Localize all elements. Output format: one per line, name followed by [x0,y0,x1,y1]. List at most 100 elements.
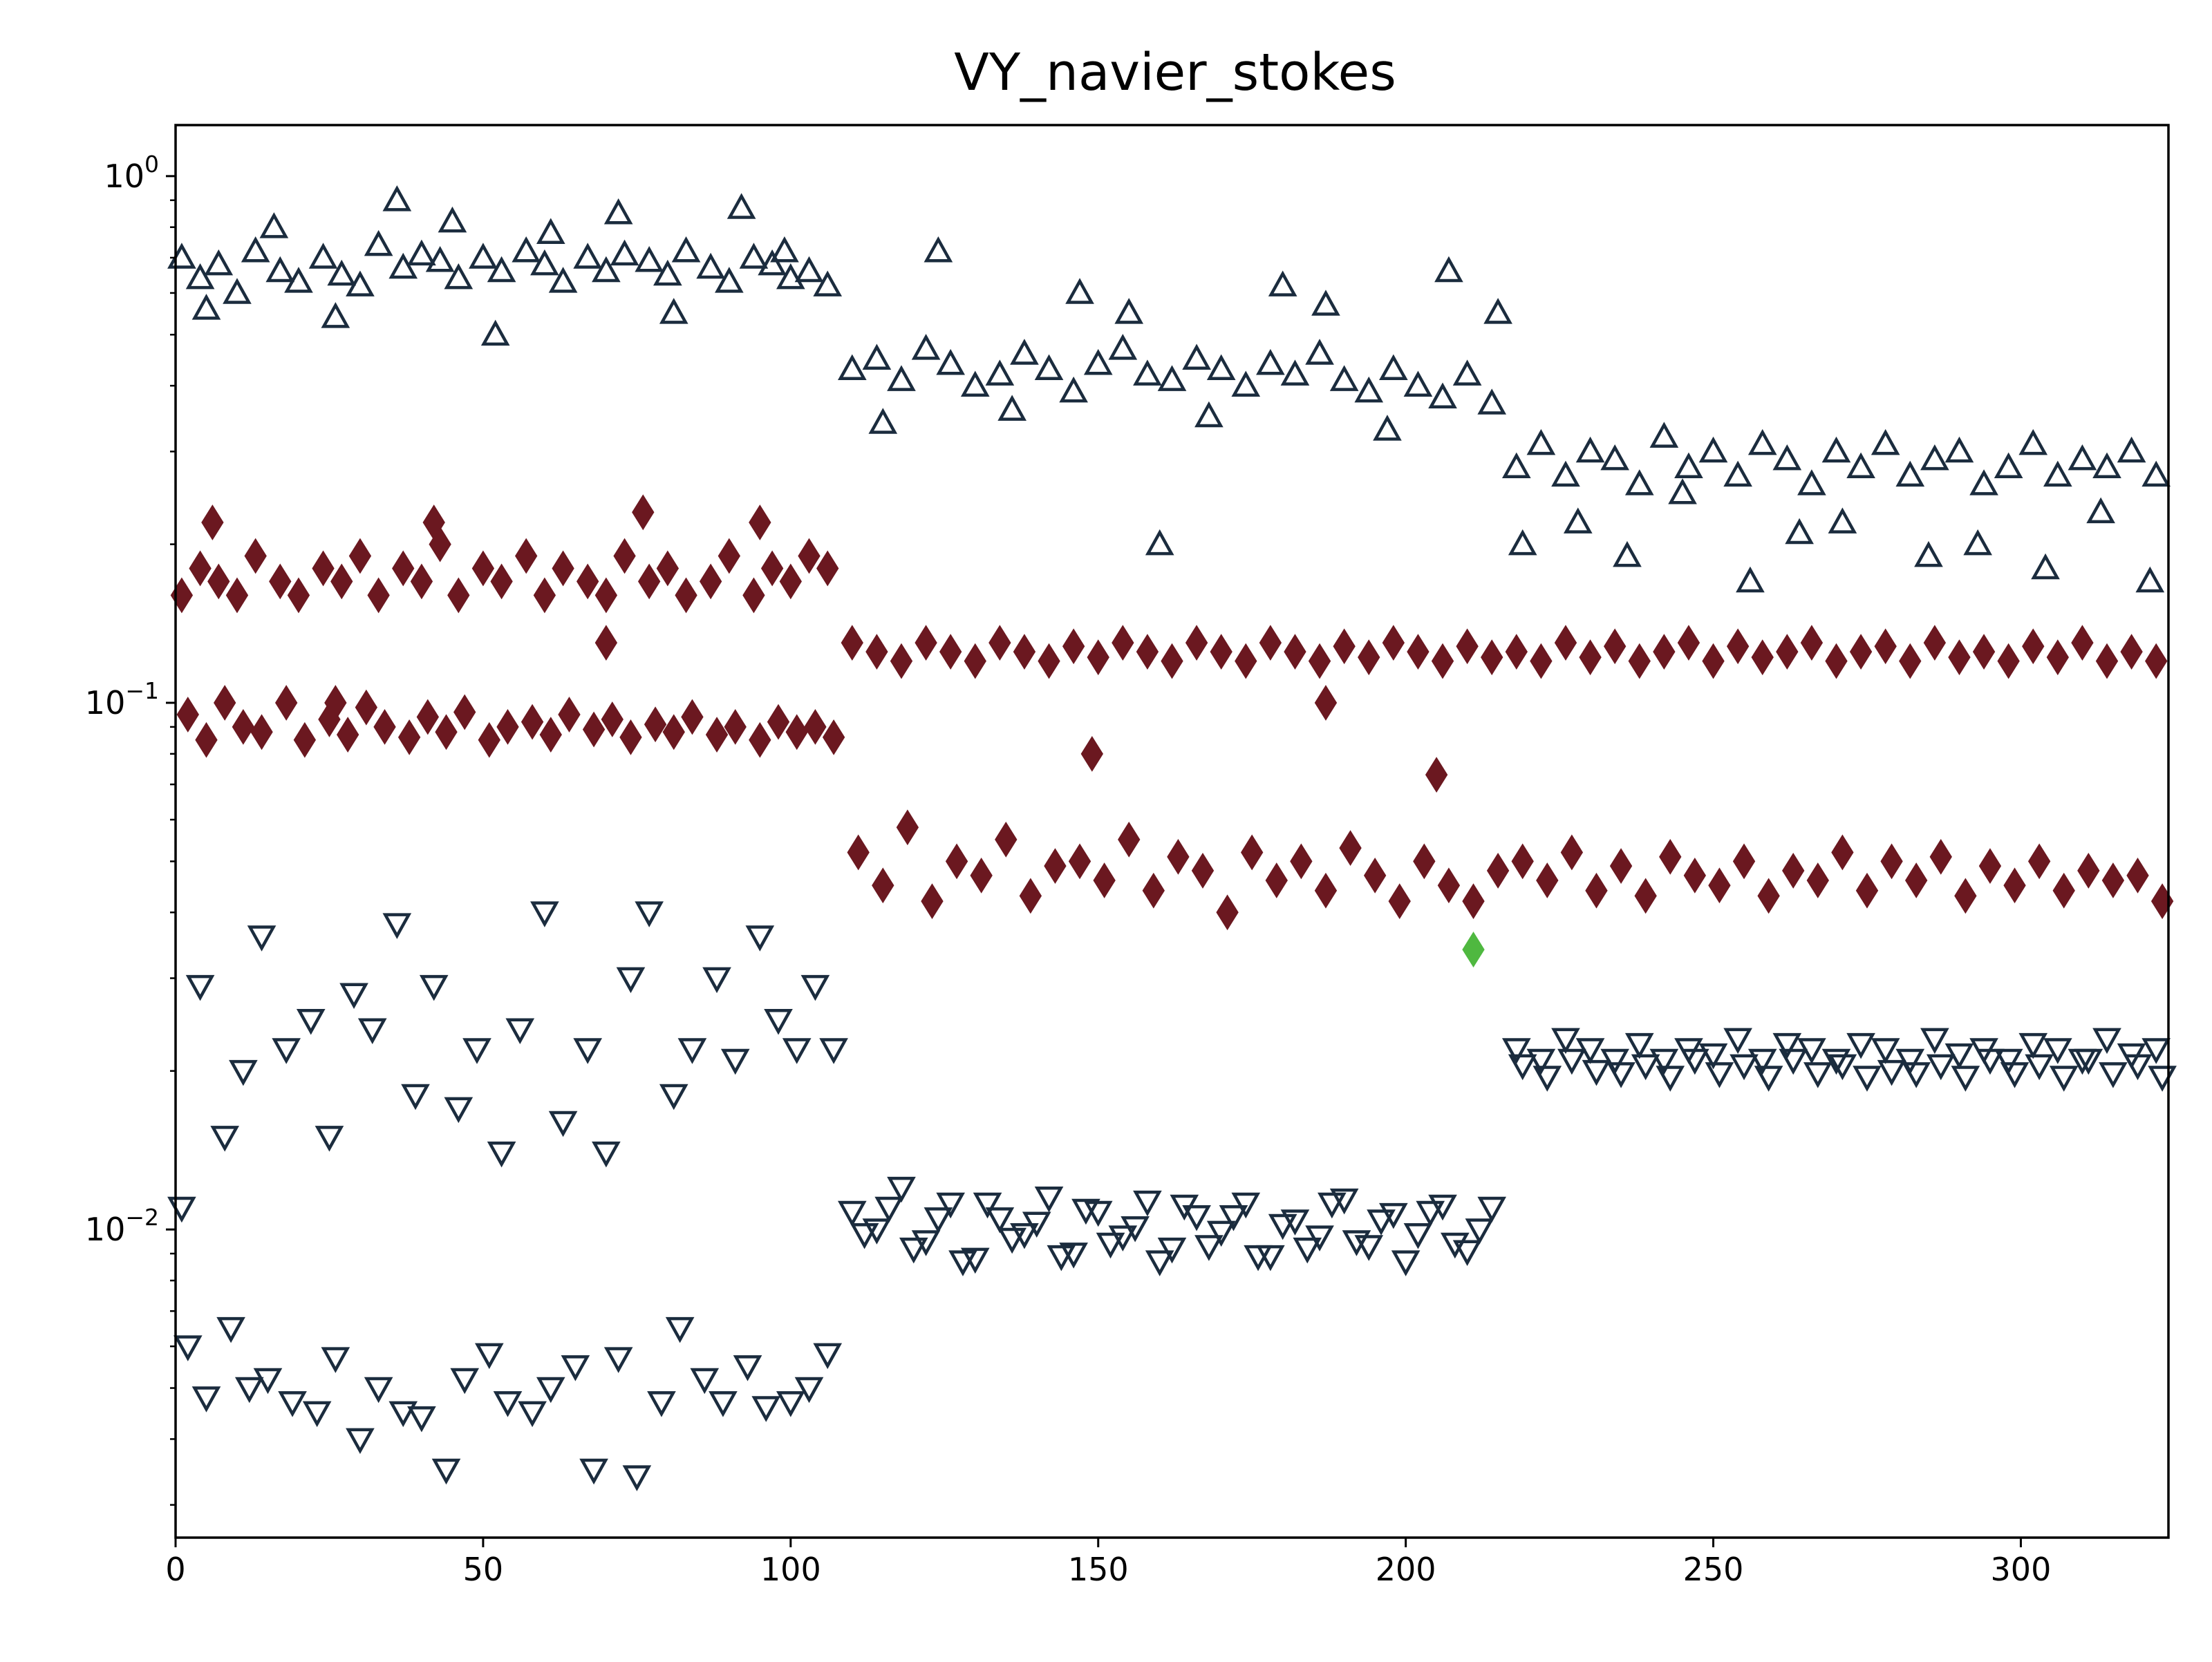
triangle-down-marker [1747,1048,1777,1075]
triangle-up-marker [2043,460,2072,487]
triangle-up-marker [936,348,965,375]
triangle-down-marker [173,1335,203,1361]
diamond-marker [896,809,919,846]
diamond-marker [822,719,845,755]
triangle-up-marker [1329,365,1359,391]
triangle-down-marker [1606,1062,1635,1088]
triangle-down-marker [357,1018,387,1044]
triangle-up-marker [1563,507,1593,533]
diamond-marker [1358,639,1380,676]
diamond-marker [1339,830,1362,867]
diamond-marker [1407,634,1430,670]
triangle-up-marker [813,270,843,296]
diamond-marker [207,563,230,600]
triangle-down-marker [1624,1032,1654,1059]
diamond-marker [619,719,642,755]
diamond-marker [1191,853,1215,889]
triangle-down-marker [1477,1196,1507,1223]
triangle-up-marker [837,354,867,381]
diamond-marker [644,706,667,743]
triangle-down-marker [1416,1200,1445,1227]
diamond-marker [1536,862,1559,898]
diamond-marker [515,538,538,574]
x-tick-label: 150 [1068,1551,1129,1588]
triangle-down-marker [505,1018,535,1044]
triangle-down-marker [647,1391,676,1417]
triangle-up-marker [1403,370,1433,397]
diamond-marker [1904,862,1928,898]
triangle-down-marker [530,901,559,927]
diamond-marker [1462,883,1485,920]
diamond-marker [865,634,888,670]
triangle-up-marker [1379,354,1408,381]
triangle-up-marker [327,259,357,286]
triangle-down-marker [296,1008,326,1035]
diamond-marker [471,550,495,587]
diamond-marker [1142,872,1165,909]
triangle-down-marker [1994,1048,2023,1075]
diamond-marker [742,577,765,614]
diamond-marker [1481,639,1503,676]
triangle-up-marker [1963,529,1992,556]
x-tick-label: 200 [1376,1551,1436,1588]
triangle-down-marker [1157,1237,1187,1264]
triangle-up-marker [444,263,474,290]
triangle-down-marker [1680,1048,1709,1075]
triangle-down-marker [1631,1054,1660,1081]
diamond-marker [287,577,310,614]
triangle-up-marker [1797,469,1826,495]
triangle-down-marker [911,1230,941,1256]
triangle-up-marker [1206,354,1236,381]
diamond-marker [1333,628,1356,665]
triangle-down-marker [493,1391,523,1417]
triangle-up-marker [997,395,1027,421]
triangle-down-marker [2099,1062,2128,1088]
diamond-marker [293,721,317,758]
diamond-marker [1093,862,1116,898]
triangle-down-marker [1256,1245,1285,1272]
triangle-down-marker [1010,1222,1039,1249]
diamond-marker [798,538,821,574]
triangle-down-marker [1533,1066,1562,1092]
triangle-down-marker [1403,1222,1433,1249]
diamond-marker [552,550,574,587]
triangle-down-marker [887,1176,916,1203]
triangle-up-marker [1354,376,1384,403]
diamond-marker [1732,843,1756,880]
diamond-marker [1978,848,2002,884]
triangle-up-marker [1575,436,1605,463]
diamond-marker [847,834,870,871]
triangle-up-marker [1133,359,1162,386]
triangle-down-marker [1452,1240,1482,1266]
diamond-marker [1751,639,1774,676]
triangle-down-marker [382,913,412,939]
triangle-up-marker [407,239,436,266]
triangle-down-marker [419,974,449,1001]
triangle-up-marker [1895,460,1925,487]
triangle-up-marker [1668,478,1697,504]
diamond-marker [250,714,273,750]
triangle-down-marker [278,1391,307,1417]
triangle-up-marker [1785,518,1814,545]
triangle-down-marker [837,1200,867,1227]
triangle-up-marker [868,408,898,434]
triangle-up-marker [1920,444,1949,471]
triangle-down-marker [474,1343,504,1370]
diamond-marker [1997,643,2020,679]
diamond-marker [2022,628,2045,665]
diamond-marker [1972,634,1996,670]
diamond-marker [1265,862,1288,898]
triangle-down-marker [444,1097,474,1124]
diamond-marker [1382,625,1405,661]
triangle-up-marker [592,256,621,283]
x-tick-label: 300 [1991,1551,2052,1588]
diamond-marker [1068,843,1091,880]
diamond-marker [1038,643,1060,679]
triangle-up-marker [1772,444,1802,471]
triangle-down-marker [573,1038,602,1064]
diamond-marker [232,708,255,745]
triangle-up-marker [1373,415,1402,441]
triangle-up-marker [2086,497,2115,524]
diamond-marker [779,563,802,600]
triangle-down-marker [1293,1237,1322,1264]
